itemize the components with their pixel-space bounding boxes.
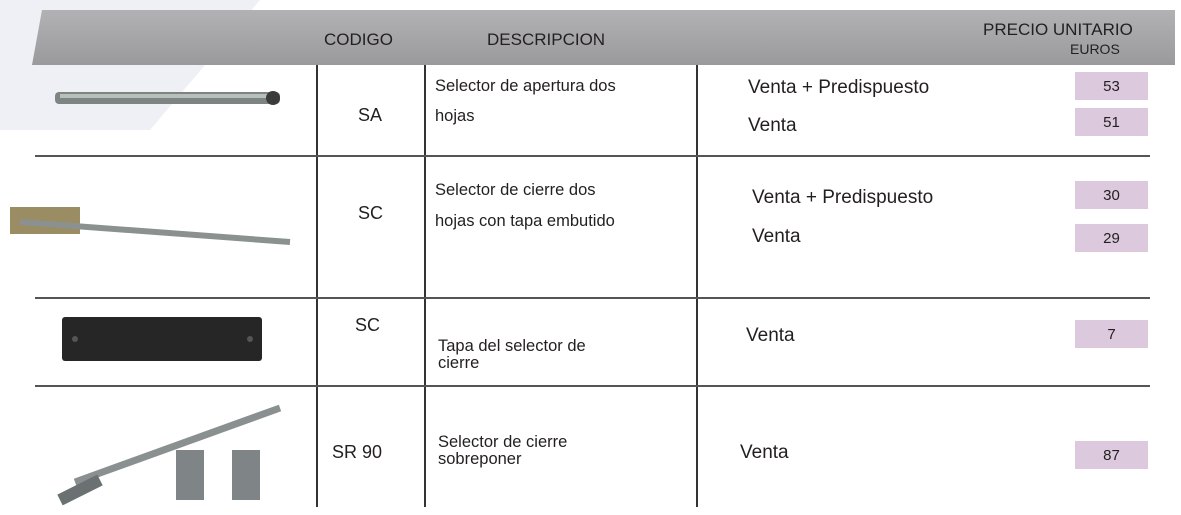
header-bar	[32, 10, 1175, 65]
descripcion: hojas con tapa embutido	[435, 212, 615, 230]
product-image	[55, 91, 280, 105]
product-image	[10, 207, 291, 245]
column-line	[316, 65, 318, 507]
codigo: SA	[358, 105, 383, 125]
price: 53	[1075, 72, 1148, 100]
descripcion: Selector de cierre	[438, 433, 568, 451]
header-unidad: EUROS	[1070, 41, 1120, 57]
descripcion: hojas	[435, 107, 475, 125]
price: 7	[1075, 320, 1148, 348]
descripcion: sobreponer	[438, 450, 522, 468]
product-image	[62, 317, 262, 361]
price: 87	[1075, 441, 1148, 469]
row-line	[35, 385, 1150, 387]
product-image	[57, 404, 282, 506]
header-precio: PRECIO UNITARIO	[983, 20, 1133, 39]
descripcion: Selector de apertura dos	[435, 77, 616, 95]
option: Venta	[746, 325, 795, 346]
option: Venta + Predispuesto	[752, 187, 934, 208]
codigo: SR 90	[332, 442, 383, 462]
price: 30	[1075, 181, 1148, 209]
price: 29	[1075, 224, 1148, 252]
header-codigo: CODIGO	[324, 30, 393, 49]
price: 51	[1075, 108, 1148, 136]
codigo: SC	[355, 315, 381, 335]
option: Venta + Predispuesto	[748, 77, 930, 98]
codigo: SC	[358, 203, 384, 223]
row-line	[35, 155, 1150, 157]
descripcion: Selector de cierre dos	[435, 181, 596, 199]
descripcion: cierre	[438, 354, 480, 372]
option: Venta	[740, 442, 789, 463]
header-descripcion: DESCRIPCION	[487, 30, 606, 49]
column-line	[696, 65, 698, 507]
column-line	[424, 65, 426, 507]
descripcion: Tapa del selector de	[438, 337, 586, 355]
option: Venta	[748, 115, 797, 136]
option: Venta	[752, 226, 801, 247]
row-line	[35, 297, 1150, 299]
